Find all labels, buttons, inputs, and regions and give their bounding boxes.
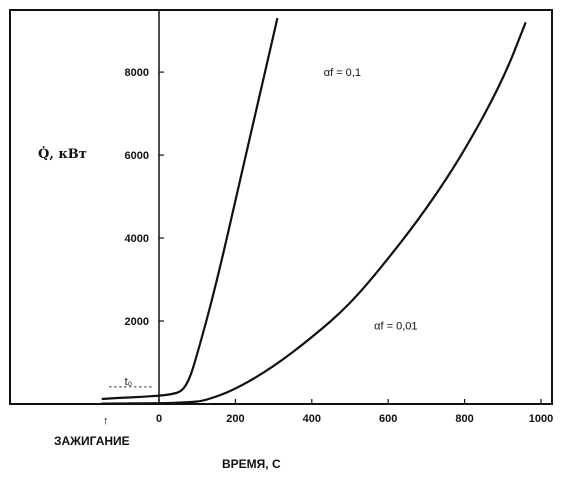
plot-frame (9, 9, 553, 405)
ignition-marker-icon: ↑ (103, 415, 109, 427)
x-tick-label: 200 (226, 413, 244, 425)
series-annotation-2: αf = 0,01 (374, 320, 417, 332)
y-axis-label: Q̇, кВт (38, 146, 87, 162)
y-tick-label: 4000 (125, 233, 149, 245)
y-tick-label: 2000 (125, 316, 149, 328)
incubation-label: t₀ (125, 376, 133, 388)
series-line-1 (101, 17, 279, 401)
series-annotation-1: αf = 0,1 (324, 67, 361, 79)
x-tick-label: 0 (156, 413, 162, 425)
x-tick-label: 600 (379, 413, 397, 425)
ignition-label: ЗАЖИГАНИЕ (54, 434, 130, 448)
series-line-2 (101, 21, 527, 405)
x-axis-label: ВРЕМЯ, С (222, 457, 281, 471)
y-tick-label: 8000 (125, 67, 149, 79)
y-tick-label: 6000 (125, 150, 149, 162)
x-tick-label: 400 (303, 413, 321, 425)
x-tick-label: 800 (455, 413, 473, 425)
x-tick-label: 1000 (529, 413, 553, 425)
